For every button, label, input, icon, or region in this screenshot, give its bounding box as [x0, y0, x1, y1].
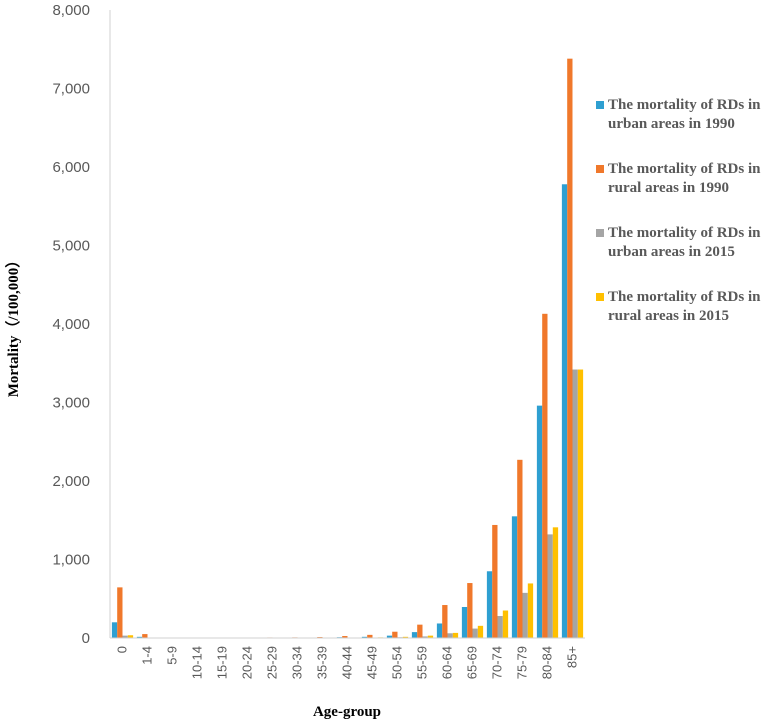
bar	[467, 583, 473, 638]
legend-item-rural-2015: The mortality of RDs in rural areas in 2…	[596, 288, 766, 326]
bar	[517, 459, 523, 638]
x-tick-label: 1-4	[140, 646, 155, 665]
bar	[567, 58, 573, 639]
bar	[486, 571, 493, 638]
x-tick-label: 25-29	[265, 646, 280, 679]
y-tick-label: 7,000	[52, 81, 90, 98]
bar	[442, 605, 448, 638]
y-axis-ticks: 0 1,000 2,000 3,000 4,000 5,000 6,000 7,000 8,00…	[52, 2, 90, 647]
bar	[122, 635, 128, 638]
bar	[536, 405, 543, 638]
x-tick-label: 5-9	[165, 646, 180, 665]
bar	[361, 636, 368, 638]
bar	[117, 587, 123, 638]
x-tick-label: 30-34	[290, 646, 305, 679]
y-tick-label: 0	[82, 630, 90, 647]
y-tick-label: 8,000	[52, 2, 90, 19]
x-tick-label: 75-79	[515, 646, 530, 679]
bar	[422, 636, 428, 638]
bar	[527, 583, 534, 638]
legend-swatch	[596, 101, 604, 109]
y-tick-label: 5,000	[52, 238, 90, 255]
x-tick-label: 60-64	[440, 646, 455, 679]
x-tick-label: 55-59	[415, 646, 430, 679]
x-tick-label: 40-44	[340, 646, 355, 679]
legend-label: The mortality of RDs in rural areas in 1…	[608, 161, 761, 196]
x-tick-label: 20-24	[240, 646, 255, 679]
legend-item-urban-1990: The mortality of RDs in urban areas in 1…	[596, 96, 766, 134]
bar	[127, 635, 134, 638]
bar	[542, 313, 548, 638]
bar	[452, 632, 459, 638]
bar	[502, 610, 509, 638]
legend-item-urban-2015: The mortality of RDs in urban areas in 2…	[596, 224, 766, 262]
bar	[572, 369, 578, 638]
bar	[472, 628, 478, 638]
x-tick-label: 70-74	[490, 646, 505, 679]
legend-swatch	[596, 165, 604, 173]
bar	[547, 534, 553, 638]
legend-item-rural-1990: The mortality of RDs in rural areas in 1…	[596, 160, 766, 198]
bar	[577, 369, 584, 638]
x-axis-title: Age-group	[313, 704, 381, 720]
x-tick-label: 80-84	[540, 646, 555, 679]
bar	[461, 606, 468, 638]
bar	[477, 625, 484, 638]
bar	[497, 616, 503, 638]
bar	[436, 623, 443, 638]
y-axis-title: Mortality（/100,000）	[4, 253, 22, 398]
bar	[342, 636, 348, 638]
bar	[136, 636, 143, 638]
bar	[417, 624, 423, 638]
x-tick-label: 0	[115, 646, 130, 653]
legend: The mortality of RDs in urban areas in 1…	[596, 96, 766, 352]
bar	[552, 527, 559, 638]
y-tick-label: 3,000	[52, 395, 90, 412]
legend-label: The mortality of RDs in urban areas in 1…	[608, 97, 761, 132]
bar	[367, 634, 373, 638]
bar	[522, 592, 528, 638]
y-tick-label: 4,000	[52, 316, 90, 333]
bar	[392, 631, 398, 638]
bar	[427, 635, 434, 638]
x-tick-label: 45-49	[365, 646, 380, 679]
legend-swatch	[596, 229, 604, 237]
bar	[561, 184, 568, 638]
x-tick-label: 65-69	[465, 646, 480, 679]
legend-label: The mortality of RDs in rural areas in 2…	[608, 289, 761, 324]
y-tick-label: 1,000	[52, 552, 90, 569]
bar	[447, 633, 453, 638]
bar	[386, 635, 393, 638]
bar	[411, 632, 418, 638]
x-tick-label: 15-19	[215, 646, 230, 679]
x-axis-ticks: 0 1-4 5-9 10-14 15-19 20-24 25-29 30-34 35-39 40-…	[115, 646, 580, 679]
bar	[111, 622, 118, 638]
y-tick-label: 6,000	[52, 159, 90, 176]
bar	[402, 636, 409, 638]
bar	[142, 634, 148, 638]
legend-swatch	[596, 293, 604, 301]
bars	[111, 58, 584, 639]
x-tick-label: 50-54	[390, 646, 405, 679]
x-tick-label: 85+	[565, 646, 580, 668]
legend-label: The mortality of RDs in urban areas in 2…	[608, 225, 761, 260]
bar	[492, 524, 498, 638]
x-tick-label: 35-39	[315, 646, 330, 679]
x-tick-label: 10-14	[190, 646, 205, 679]
bar	[511, 516, 518, 638]
y-tick-label: 2,000	[52, 473, 90, 490]
